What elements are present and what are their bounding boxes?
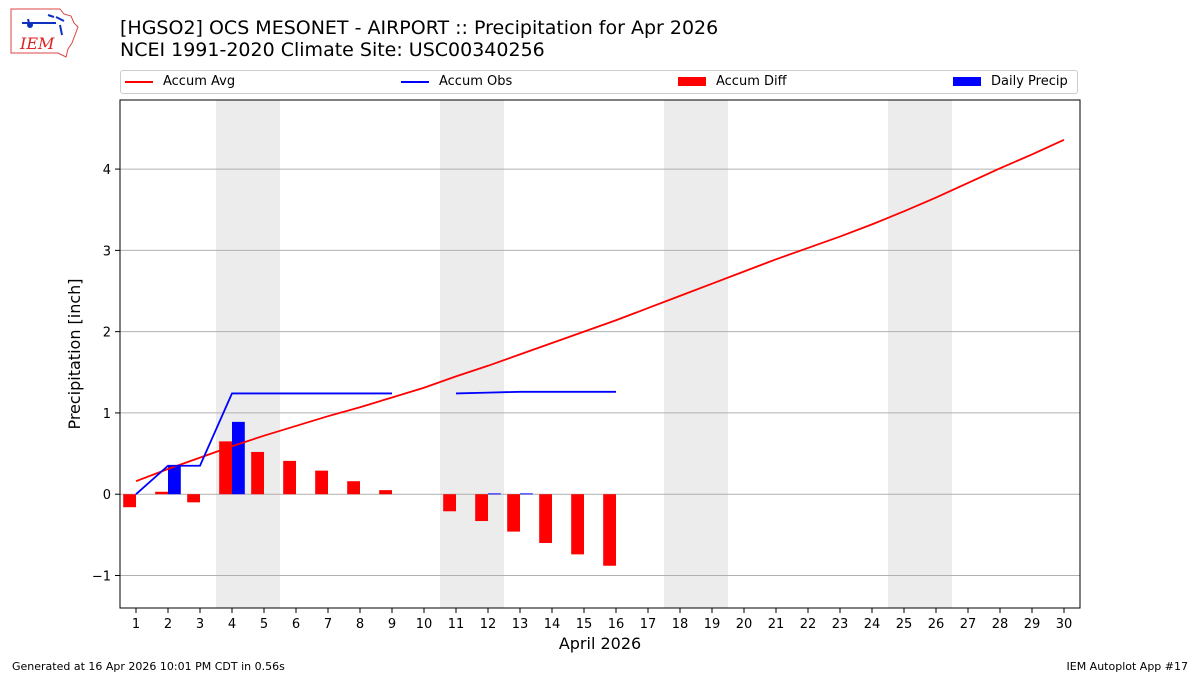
x-tick-label-12: 12 [480,617,497,632]
x-tick-label-29: 29 [1024,617,1041,632]
legend-label-accum-avg: Accum Avg [163,74,236,89]
y-tick-label-0: 0 [103,488,111,503]
x-tick-label-11: 11 [448,617,465,632]
y-axis-label: Precipitation [inch] [65,278,84,429]
bar-accum-diff-day-7 [315,470,328,495]
weekend-shade-3 [888,100,952,608]
x-tick-label-1: 1 [132,617,140,632]
x-tick-label-7: 7 [324,617,332,632]
bar-accum-diff-day-13 [507,494,520,532]
chart-title: [HGSO2] OCS MESONET - AIRPORT :: Precipi… [120,17,719,39]
bar-accum-diff-day-2 [155,491,168,495]
x-tick-label-28: 28 [992,617,1009,632]
legend-swatch-accum-avg [125,80,153,83]
bar-accum-diff-day-11 [443,494,456,512]
x-tick-label-10: 10 [416,617,433,632]
x-axis-label: April 2026 [559,634,641,653]
line-accum-obs-segment-0 [135,392,392,495]
bar-accum-diff-day-4 [219,441,232,495]
weekend-shade-1 [440,100,504,608]
weekend-shade-0 [216,100,280,608]
x-tick-label-27: 27 [960,617,977,632]
x-tick-label-25: 25 [896,617,913,632]
x-tick-label-30: 30 [1056,617,1073,632]
x-tick-label-4: 4 [228,617,236,632]
x-tick-label-24: 24 [864,617,881,632]
x-tick-label-17: 17 [640,617,657,632]
legend-swatch-daily-precip [953,77,981,86]
y-tick-label--1: −1 [92,569,111,584]
legend-item-accum-avg: Accum Avg [125,74,235,89]
x-tick-label-20: 20 [736,617,753,632]
x-tick-label-19: 19 [704,617,721,632]
app-label: IEM Autoplot App #17 [1066,660,1189,673]
legend-item-accum-obs: Accum Obs [401,74,512,89]
bar-accum-diff-day-8 [347,481,360,495]
generated-timestamp: Generated at 16 Apr 2026 10:01 PM CDT in… [12,660,285,673]
chart-legend: Accum Avg Accum Obs Accum Diff Daily Pre… [120,70,1078,94]
bar-daily-precip-day-12 [488,493,501,495]
bar-accum-diff-day-9 [379,490,392,495]
x-tick-label-21: 21 [768,617,785,632]
logo-text: IEM [19,34,55,53]
plot-frame [119,99,1081,609]
bar-daily-precip-day-2 [168,465,181,495]
x-tick-label-15: 15 [576,617,593,632]
bar-accum-diff-day-14 [539,494,552,543]
bar-daily-precip-day-4 [232,421,245,495]
chart-subtitle: NCEI 1991-2020 Climate Site: USC00340256 [120,39,545,61]
x-tick-label-13: 13 [512,617,529,632]
bar-accum-diff-day-5 [251,451,264,495]
legend-item-accum-diff: Accum Diff [678,74,787,89]
bar-accum-diff-day-15 [571,494,584,555]
legend-swatch-accum-diff [678,77,706,86]
weekend-shade-2 [664,100,728,608]
legend-label-daily-precip: Daily Precip [991,74,1068,89]
bar-accum-diff-day-16 [603,494,616,566]
legend-item-daily-precip: Daily Precip [953,74,1068,89]
x-tick-label-9: 9 [388,617,396,632]
y-tick-label-2: 2 [103,326,111,341]
line-accum-obs-segment-1 [455,390,616,395]
y-tick-label-1: 1 [103,407,111,422]
bar-accum-diff-day-6 [283,460,296,495]
x-tick-label-16: 16 [608,617,625,632]
x-tick-label-23: 23 [832,617,849,632]
x-tick-label-26: 26 [928,617,945,632]
x-tick-label-22: 22 [800,617,817,632]
x-tick-label-8: 8 [356,617,364,632]
bar-daily-precip-day-13 [520,493,533,495]
x-tick-label-6: 6 [292,617,300,632]
bar-accum-diff-day-12 [475,494,488,522]
line-accum-avg [135,139,1065,483]
bar-accum-diff-day-1 [123,494,136,508]
x-tick-label-3: 3 [196,617,204,632]
x-tick-label-18: 18 [672,617,689,632]
legend-label-accum-diff: Accum Diff [716,74,787,89]
legend-label-accum-obs: Accum Obs [439,74,513,89]
y-tick-label-3: 3 [103,244,111,259]
y-tick-label-4: 4 [103,163,111,178]
x-tick-label-2: 2 [164,617,172,632]
iem-logo: IEM [10,8,79,58]
bar-accum-diff-day-3 [187,494,200,503]
x-tick-label-14: 14 [544,617,561,632]
legend-swatch-accum-obs [401,80,429,83]
x-tick-label-5: 5 [260,617,268,632]
